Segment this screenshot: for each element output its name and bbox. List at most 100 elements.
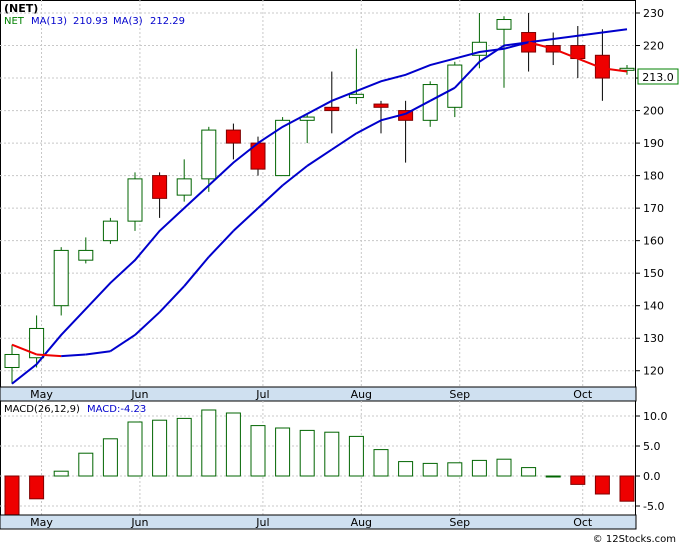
macd-bar <box>201 409 217 477</box>
ma3-segment <box>257 184 284 209</box>
price-month-label: Oct <box>573 388 593 401</box>
candle-body <box>348 93 364 99</box>
ma3-segment <box>85 350 111 356</box>
price-tick-label: 200 <box>643 105 664 118</box>
candle-body <box>422 84 438 121</box>
price-tick-label: 140 <box>643 300 664 313</box>
macd-bar <box>373 449 389 477</box>
macd-bar <box>152 419 168 477</box>
candle-up <box>29 315 45 368</box>
macd-tick-label: 5.0 <box>643 440 661 453</box>
candle-body <box>201 129 217 180</box>
ma3-segment <box>61 353 86 358</box>
last-price-value: 213.0 <box>642 71 674 84</box>
ma3-segment <box>281 165 308 187</box>
macd-month-label: Jun <box>130 516 148 529</box>
ma3-segment <box>158 285 185 313</box>
macd-bar <box>422 462 438 477</box>
price-tick-label: 170 <box>643 202 664 215</box>
last-price-tag: 213.0 <box>637 68 679 85</box>
candle-up <box>78 237 94 264</box>
macd-bar <box>275 427 291 477</box>
macd-month-label: Oct <box>573 516 593 529</box>
price-tick-label: 220 <box>643 40 664 53</box>
macd-month-label: Jul <box>255 516 269 529</box>
candle-body <box>152 175 168 199</box>
price-tick-label: 180 <box>643 170 664 183</box>
footer-credit: © 12Stocks.com <box>593 534 676 545</box>
macd-bar <box>521 467 537 477</box>
candle-body <box>176 178 192 196</box>
price-panel <box>0 0 636 388</box>
candle-down <box>152 172 168 218</box>
ma3-segment <box>36 353 62 358</box>
ma3-segment <box>552 47 579 60</box>
ma3-segment <box>503 41 529 47</box>
ma3-segment <box>602 67 628 73</box>
ma3-segment <box>528 41 554 50</box>
candle-up <box>176 159 192 202</box>
candle-up <box>619 65 635 75</box>
legend-ma3-value: 212.29 <box>150 16 185 27</box>
macd-bar <box>176 417 192 477</box>
macd-value: MACD:-4.23 <box>87 404 146 415</box>
candle-down <box>324 71 340 134</box>
macd-x-axis-band <box>0 514 637 530</box>
macd-bar <box>471 459 487 477</box>
ma3-segment <box>134 311 161 336</box>
candle-down <box>373 100 389 134</box>
candles <box>4 13 635 384</box>
macd-axis: 10.0 5.0 0.0 -5.0 <box>636 410 668 513</box>
macd-bar <box>299 429 315 477</box>
candle-down <box>594 29 610 101</box>
candle-body <box>127 178 143 222</box>
legend-net: NET <box>4 16 25 27</box>
macd-tick-label: -5.0 <box>643 500 664 513</box>
candle-body <box>78 249 94 261</box>
ma3-segment <box>306 148 333 167</box>
ma3-segment <box>355 119 382 135</box>
ma3-segment <box>331 132 357 151</box>
price-month-label: Jul <box>255 388 269 401</box>
price-tick-label: 130 <box>643 332 664 345</box>
candle-up <box>53 247 69 316</box>
candle-body <box>299 116 315 121</box>
price-tick-label: 120 <box>643 365 664 378</box>
price-tick-label: 160 <box>643 235 664 248</box>
macd-bar <box>594 475 610 495</box>
candle-up <box>496 16 512 88</box>
symbol-title: (NET) <box>4 2 38 15</box>
candle-body <box>324 106 340 112</box>
macd-bar <box>324 431 340 477</box>
ma3-segment <box>232 207 259 232</box>
legend-ma13-label: MA(13) <box>31 16 67 27</box>
ma3-segment <box>429 86 456 102</box>
macd-panel <box>0 400 636 516</box>
macd-bar <box>348 435 364 477</box>
price-month-label: May <box>30 388 53 401</box>
legend-ma3-label: MA(3) <box>113 16 143 27</box>
candle-up <box>127 172 143 231</box>
candle-body <box>496 19 512 30</box>
ma3-segment <box>109 334 136 353</box>
candle-body <box>619 67 635 71</box>
candle-body <box>594 54 610 79</box>
macd-bar <box>496 458 512 477</box>
macd-bar <box>225 412 241 477</box>
legend-ma13-value: 210.93 <box>73 16 108 27</box>
macd-bar <box>447 462 463 477</box>
macd-bar <box>4 475 20 522</box>
macd-month-label: Aug <box>351 516 372 529</box>
candle-body <box>275 119 291 177</box>
macd-bar <box>78 452 94 477</box>
price-axis: 120130140150160170180190200210220230 <box>636 7 664 378</box>
candle-body <box>53 249 69 307</box>
candle-body <box>102 220 118 242</box>
macd-month-label: Sep <box>449 516 470 529</box>
ma3-segment <box>478 44 505 63</box>
ma3-segment <box>405 99 431 115</box>
price-x-axis-band <box>0 386 637 402</box>
candle-body <box>447 64 463 108</box>
candle-body <box>225 129 241 144</box>
